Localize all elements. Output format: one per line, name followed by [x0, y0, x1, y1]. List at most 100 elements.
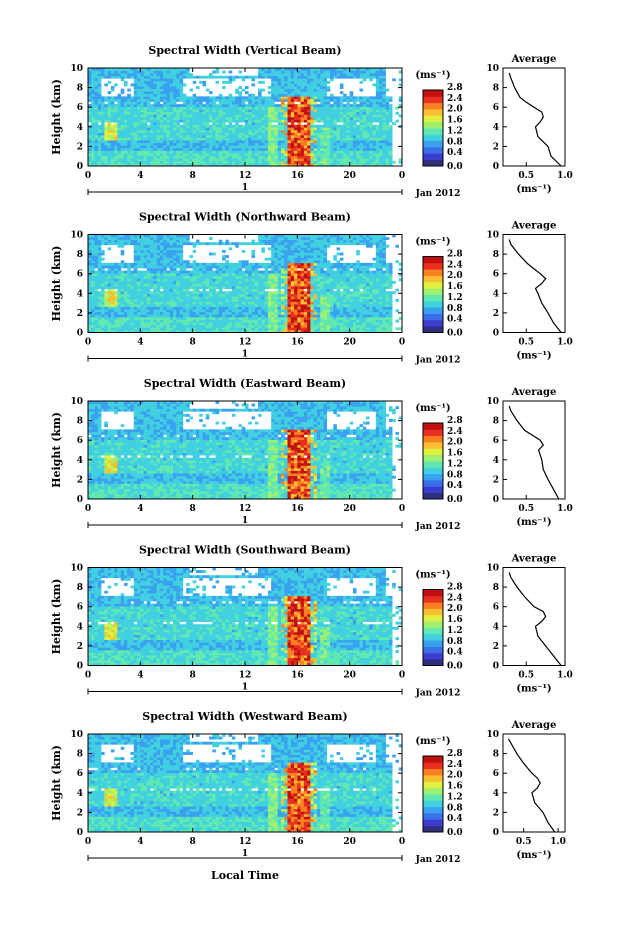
- avg-x-label: (ms⁻¹): [516, 184, 551, 195]
- colorbar-frame: [422, 89, 444, 167]
- colorbar-swatch: [423, 128, 443, 135]
- colorbar-tick-label: 2.0: [447, 438, 463, 448]
- colorbar-swatch: [423, 627, 443, 635]
- colorbar-frame: [422, 755, 444, 833]
- colorbar-tick-label: 0.0: [447, 662, 463, 672]
- y-tick-label: 8: [77, 250, 83, 260]
- y-tick-label: 2: [77, 808, 83, 818]
- colorbar-tick-label: 1.6: [447, 282, 463, 292]
- colorbar-swatch: [423, 134, 443, 142]
- colorbar-swatch: [423, 800, 443, 808]
- avg-y-tick-label: 4: [493, 622, 499, 632]
- colorbar-swatch: [423, 326, 443, 333]
- avg-x-tick-label: 0.5: [518, 338, 534, 348]
- panel-4: Spectral Width (Southward Beam)0 4 8 12 16 20…: [50, 544, 573, 699]
- panel-title: Spectral Width (Northward Beam): [139, 211, 351, 224]
- x-tick-label: 12: [239, 671, 252, 681]
- avg-y-tick-label: 8: [493, 84, 499, 94]
- y-tick-label: 2: [77, 642, 83, 652]
- colorbar-tick-label: 2.8: [447, 83, 463, 93]
- x-axis-label-local-time: Local Time: [211, 869, 279, 882]
- y-tick-label: 0: [77, 495, 83, 505]
- colorbar-swatch: [423, 448, 443, 456]
- x-tick-label: 0: [399, 837, 405, 847]
- avg-profile-line: [508, 572, 562, 666]
- colorbar-swatch: [423, 102, 443, 110]
- colorbar-tick-label: 0.4: [447, 814, 463, 824]
- colorbar-swatch: [423, 652, 443, 660]
- colorbar-swatch: [423, 109, 443, 116]
- colorbar-tick-label: 1.6: [447, 782, 463, 792]
- panel-5: Spectral Width (Westward Beam)0 4 8 12 16 20 0…: [50, 710, 566, 865]
- y-tick-label: 8: [77, 583, 83, 593]
- y-tick-label: 10: [70, 730, 83, 740]
- colorbar-tick-label: 0.0: [447, 495, 463, 505]
- colorbar-swatch: [423, 121, 443, 129]
- y-tick-label: 0: [77, 329, 83, 339]
- panel-2: Spectral Width (Northward Beam)0 4 8 12 16 20…: [50, 211, 573, 366]
- y-tick-label: 8: [77, 84, 83, 94]
- x-tick-label: 8: [190, 671, 196, 681]
- colorbar-swatch: [423, 454, 443, 462]
- panel-title: Spectral Width (Southward Beam): [139, 544, 351, 557]
- colorbar-unit: (ms⁻¹): [415, 570, 450, 581]
- avg-x-tick-label: 1.0: [557, 671, 573, 681]
- avg-y-tick-label: 8: [493, 250, 499, 260]
- day-label: 1: [242, 183, 248, 193]
- colorbar-unit: (ms⁻¹): [415, 403, 450, 414]
- y-tick-label: 8: [77, 417, 83, 427]
- colorbar-swatch: [423, 159, 443, 167]
- avg-title: Average: [511, 554, 557, 565]
- avg-x-tick-label: 0.5: [516, 837, 532, 847]
- x-tick-label: 4: [137, 171, 143, 181]
- x-tick-label: 0: [399, 171, 405, 181]
- x-tick-label: 20: [343, 837, 356, 847]
- colorbar-tick-label: 0.0: [447, 329, 463, 339]
- panel-1: Spectral Width (Vertical Beam)0 4 8 12 16 20 0…: [50, 44, 573, 199]
- colorbar-swatch: [423, 262, 443, 270]
- y-axis-label: Height (km): [50, 246, 63, 322]
- y-tick-label: 2: [77, 309, 83, 319]
- colorbar-tick-label: 0.4: [447, 315, 463, 325]
- avg-y-tick-label: 2: [493, 808, 499, 818]
- avg-x-tick-label: 1.0: [557, 171, 573, 181]
- colorbar-swatch: [423, 473, 443, 481]
- avg-x-label: (ms⁻¹): [516, 351, 551, 362]
- avg-profile-line: [508, 72, 562, 167]
- y-tick-label: 0: [77, 828, 83, 838]
- colorbar-tick-label: 0.4: [447, 648, 463, 658]
- avg-y-tick-label: 0: [493, 162, 499, 172]
- panel-title: Spectral Width (Westward Beam): [142, 710, 347, 723]
- y-tick-label: 4: [77, 123, 83, 133]
- avg-x-label: (ms⁻¹): [516, 684, 551, 695]
- avg-y-tick-label: 4: [493, 789, 499, 799]
- colorbar-swatch: [423, 633, 443, 641]
- avg-x-label: (ms⁻¹): [516, 517, 551, 528]
- colorbar-tick-label: 2.0: [447, 604, 463, 614]
- heatmap: [88, 68, 403, 167]
- x-tick-label: 0: [399, 338, 405, 348]
- colorbar: [422, 589, 444, 666]
- colorbar-swatch: [423, 429, 443, 437]
- colorbar-unit: (ms⁻¹): [415, 736, 450, 747]
- y-axis-label: Height (km): [50, 579, 63, 655]
- x-tick-label: 8: [190, 171, 196, 181]
- colorbar-swatch: [423, 281, 443, 289]
- colorbar-tick-label: 0.0: [447, 162, 463, 172]
- colorbar-tick-label: 0.0: [447, 828, 463, 838]
- y-tick-label: 6: [77, 103, 83, 113]
- avg-y-tick-label: 2: [493, 475, 499, 485]
- date-label: Jan 2012: [415, 189, 461, 199]
- x-tick-label: 12: [239, 171, 252, 181]
- avg-frame: [502, 733, 566, 833]
- x-tick-label: 12: [239, 504, 252, 514]
- x-tick-label: 0: [85, 671, 91, 681]
- colorbar-tick-label: 2.4: [447, 427, 463, 437]
- colorbar-unit: (ms⁻¹): [415, 70, 450, 81]
- colorbar-tick-label: 0.4: [447, 148, 463, 158]
- avg-y-tick-label: 10: [486, 730, 499, 740]
- colorbar-tick-label: 2.8: [447, 416, 463, 426]
- colorbar-tick-label: 1.2: [447, 792, 463, 802]
- x-tick-label: 20: [343, 171, 356, 181]
- avg-title: Average: [511, 387, 557, 398]
